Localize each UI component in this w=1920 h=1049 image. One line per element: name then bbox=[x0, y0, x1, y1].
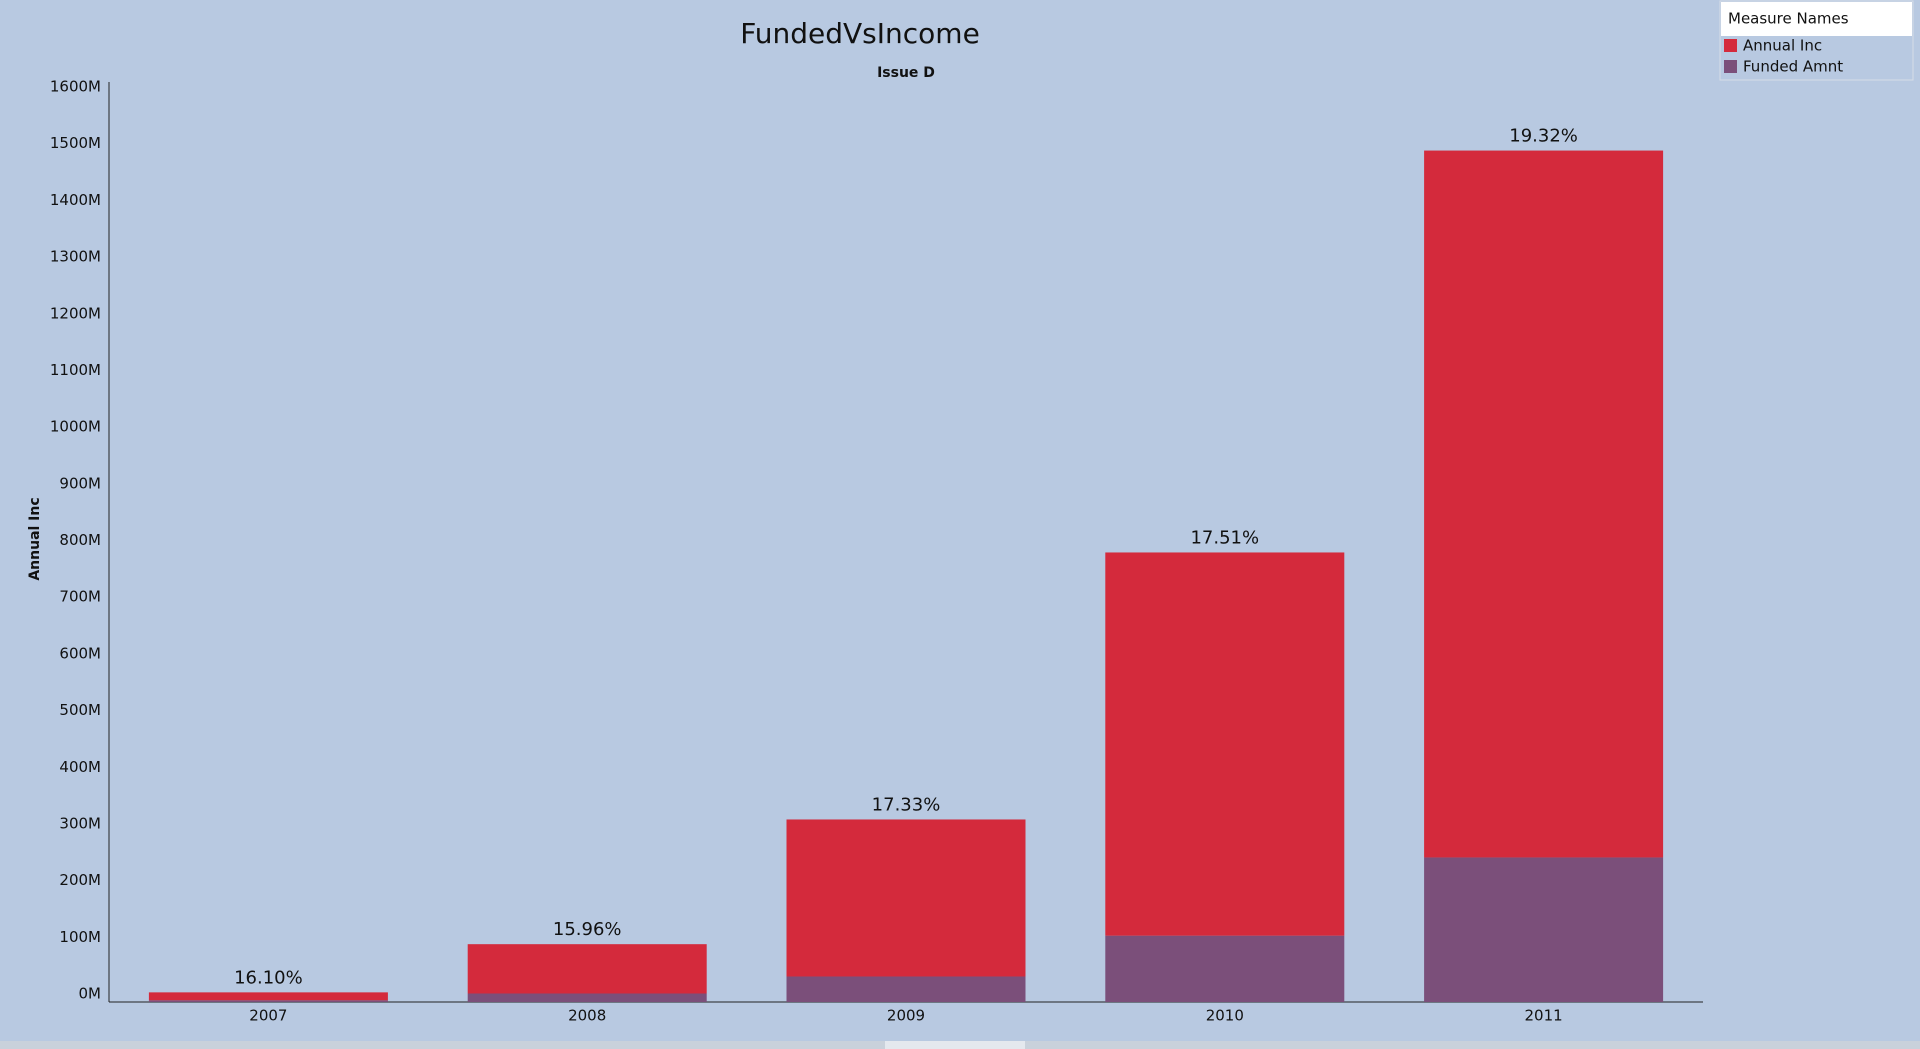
legend-title: Measure Names bbox=[1728, 10, 1849, 28]
bar-segment bbox=[148, 992, 388, 1001]
x-tick-label: 2011 bbox=[1525, 1007, 1563, 1025]
bar-segment bbox=[1424, 150, 1664, 858]
y-tick-label: 800M bbox=[59, 531, 101, 549]
y-tick-label: 0M bbox=[79, 985, 102, 1003]
legend-swatch bbox=[1724, 39, 1737, 52]
total-label: 15.96% bbox=[553, 919, 622, 940]
legend-label: Annual Inc bbox=[1743, 37, 1822, 55]
bar-segment bbox=[786, 819, 1026, 977]
x-tick-label: 2008 bbox=[568, 1007, 606, 1025]
y-axis-title: Annual Inc bbox=[27, 497, 43, 580]
y-tick-label: 1300M bbox=[50, 248, 101, 266]
y-tick-label: 900M bbox=[59, 474, 101, 492]
y-tick-label: 500M bbox=[59, 701, 101, 719]
y-tick-label: 1000M bbox=[50, 418, 101, 436]
bar-segment bbox=[467, 944, 707, 994]
y-tick-label: 600M bbox=[59, 644, 101, 662]
y-tick-label: 1400M bbox=[50, 191, 101, 209]
y-tick-label: 1500M bbox=[50, 134, 101, 152]
bar-segment bbox=[1105, 552, 1345, 936]
bar-segment bbox=[786, 976, 1026, 1002]
bar-segment bbox=[1105, 935, 1345, 1002]
chart-title: FundedVsIncome bbox=[740, 17, 980, 50]
legend-label: Funded Amnt bbox=[1743, 58, 1843, 76]
y-tick-label: 1600M bbox=[50, 78, 101, 96]
total-label: 19.32% bbox=[1509, 126, 1578, 147]
legend-header bbox=[1721, 2, 1912, 36]
bar-segment bbox=[148, 1000, 388, 1002]
y-tick-label: 700M bbox=[59, 588, 101, 606]
x-tick-label: 2007 bbox=[249, 1007, 287, 1025]
x-tick-label: 2009 bbox=[887, 1007, 925, 1025]
y-tick-label: 1100M bbox=[50, 361, 101, 379]
y-tick-label: 200M bbox=[59, 871, 101, 889]
total-label: 17.33% bbox=[872, 794, 941, 815]
y-tick-label: 300M bbox=[59, 814, 101, 832]
x-axis-title: Issue D bbox=[877, 65, 935, 81]
active-tab bbox=[885, 1041, 1025, 1049]
total-label: 16.10% bbox=[234, 967, 303, 988]
y-tick-label: 400M bbox=[59, 758, 101, 776]
total-label: 17.51% bbox=[1190, 527, 1259, 548]
x-tick-label: 2010 bbox=[1206, 1007, 1244, 1025]
y-tick-label: 1200M bbox=[50, 304, 101, 322]
bar-segment bbox=[1424, 857, 1664, 1002]
legend-swatch bbox=[1724, 60, 1737, 73]
y-tick-label: 100M bbox=[59, 928, 101, 946]
bar-segment bbox=[467, 993, 707, 1002]
